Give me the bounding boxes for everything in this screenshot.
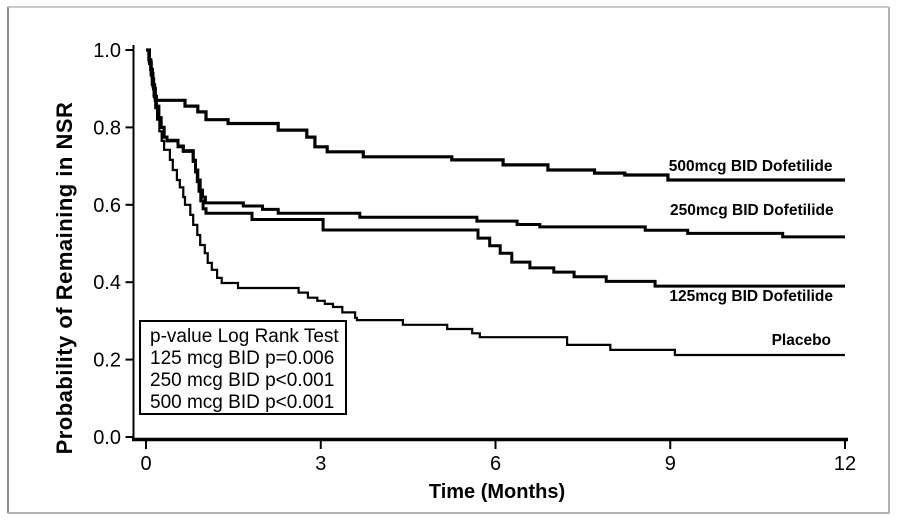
pvalue-annotation-box: p-value Log Rank Test 125 mcg BID p=0.00… — [139, 320, 347, 415]
x-tick-label: 3 — [315, 453, 326, 475]
x-tick-label: 9 — [665, 453, 676, 475]
series-label-500mcg: 500mcg BID Dofetilide — [668, 157, 833, 175]
y-tick-label: 0.4 — [93, 272, 121, 294]
pvalue-line-250: 250 mcg BID p<0.001 — [150, 370, 335, 391]
pvalue-line-500: 500 mcg BID p<0.001 — [150, 392, 335, 413]
x-axis-title: Time (Months) — [428, 481, 566, 503]
series-path-placebo — [146, 48, 845, 357]
y-tick-label: 0.0 — [93, 427, 121, 449]
y-tick-label: 0.6 — [93, 195, 121, 217]
series-label-125mcg: 125mcg BID Dofetilide — [669, 287, 834, 305]
y-axis-title: Probability of Remaining in NSR — [52, 101, 77, 455]
pvalue-box-title: p-value Log Rank Test — [150, 326, 339, 347]
y-tick-label: 0.2 — [93, 350, 121, 372]
pvalue-line-125: 125 mcg BID p=0.006 — [150, 348, 335, 369]
x-tick-label: 0 — [140, 453, 151, 475]
y-tick-label: 1.0 — [93, 40, 121, 62]
axes: 0.0 0.2 0.4 0.6 0.8 1.0 0 3 6 9 12 — [93, 40, 856, 475]
series-label-250mcg: 250mcg BID Dofetilide — [669, 201, 834, 219]
y-tick-label: 0.8 — [93, 117, 121, 139]
x-tick-label: 12 — [834, 453, 856, 475]
series-path-125mcg-bid-dofetilide — [146, 48, 845, 288]
series-label-placebo: Placebo — [771, 332, 832, 350]
x-tick-label: 6 — [490, 453, 501, 475]
